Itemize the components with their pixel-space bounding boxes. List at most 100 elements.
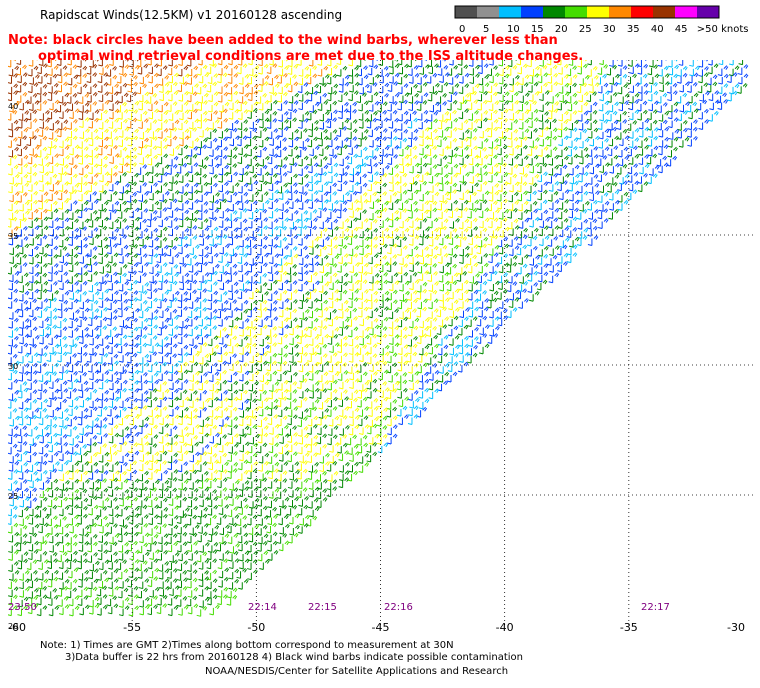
wind-barb [316,388,328,400]
wind-barb [59,225,70,237]
wind-barb [506,281,518,293]
wind-barb [248,406,260,418]
wind-barb [306,109,318,121]
wind-barb [126,154,138,166]
wind-barb [408,245,419,257]
wind-barb [386,261,398,273]
wind-barb [149,549,160,561]
wind-barb [358,117,370,129]
wind-barb [8,390,20,401]
wind-barb [18,243,30,255]
wind-barb [517,234,528,246]
wind-barb [367,64,379,76]
wind-barb [108,91,119,103]
wind-barb [99,497,110,508]
colorbar-swatch [631,6,653,18]
wind-barb [138,307,150,319]
wind-barb [428,308,439,320]
wind-barb [157,469,169,481]
wind-barb [117,568,129,580]
wind-barb [297,333,308,345]
wind-barb [457,207,469,218]
wind-barb [608,101,620,113]
wind-barb [328,415,340,427]
wind-barb [368,272,380,284]
wind-barb [58,181,70,192]
wind-barb [259,155,270,167]
wind-barb [308,261,320,273]
wind-barb [308,237,320,248]
wind-barb [256,442,268,454]
wind-barb [277,182,288,194]
wind-barb [227,406,238,418]
wind-barb [388,227,399,239]
wind-barb [359,244,370,256]
wind-barb [8,101,20,113]
wind-barb [119,154,130,166]
wind-barb [38,60,44,66]
wind-barb [316,444,328,455]
wind-barb [728,83,740,95]
wind-barb [126,469,138,481]
wind-barb [278,496,290,508]
wind-barb [37,496,48,508]
wind-barb [468,306,479,318]
wind-barb [717,99,729,111]
wind-barb [47,551,58,563]
wind-barb [26,109,38,121]
wind-barb [498,73,510,85]
wind-barb [286,308,298,320]
wind-barb [557,99,568,111]
wind-barb [298,270,309,282]
wind-barb [128,523,139,535]
wind-barb [106,262,118,274]
wind-barb [98,118,110,130]
wind-barb [568,236,580,248]
wind-barb [379,351,390,363]
wind-barb [118,189,130,201]
wind-barb [529,255,540,266]
wind-barb [307,217,318,229]
wind-barb [289,154,300,166]
wind-barb [348,226,359,238]
wind-barb [188,189,199,201]
wind-barb [168,272,180,284]
wind-barb [408,217,420,229]
wind-barb [78,362,89,373]
wind-barb [509,144,520,156]
wind-barb [227,83,239,95]
wind-barb [118,488,130,500]
wind-barb [386,352,398,364]
wind-barb [127,576,138,588]
wind-barb [358,406,369,418]
wind-barb [526,235,538,247]
wind-barb [388,342,400,354]
wind-barb [599,182,610,194]
wind-barb [37,216,49,228]
wind-barb [548,181,560,192]
wind-barb [478,298,490,310]
wind-barb [287,234,299,246]
wind-barb [237,100,248,112]
wind-barb [268,381,280,392]
wind-barb [606,64,617,76]
wind-barb [87,128,99,140]
wind-barb [397,298,408,310]
wind-barb [237,135,248,147]
wind-barb [178,369,189,381]
wind-barb [66,189,78,201]
wind-barb [206,477,218,489]
wind-barb [199,416,210,428]
wind-barb [227,462,239,473]
wind-barb [447,64,459,76]
wind-barb [217,64,229,76]
wind-barb [236,567,247,579]
wind-barb [308,398,320,410]
wind-barb [69,336,80,347]
wind-barb [306,515,318,527]
warning-note-line-1: Note: black circles have been added to t… [8,33,558,48]
wind-barb [156,198,168,210]
wind-barb [308,369,320,381]
wind-barb [138,362,150,373]
wind-barb [159,90,170,102]
